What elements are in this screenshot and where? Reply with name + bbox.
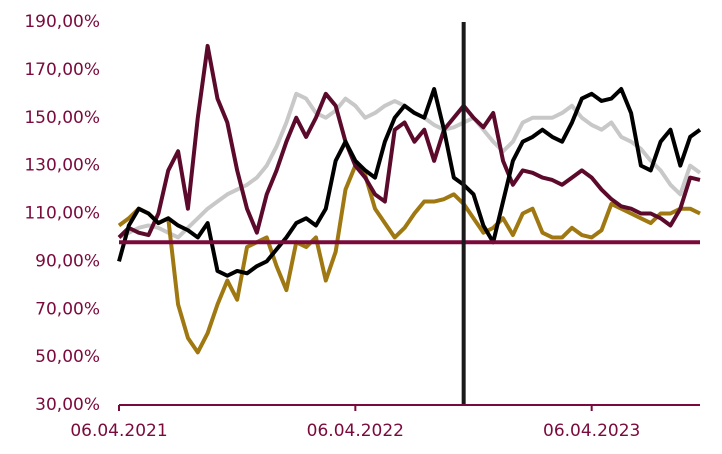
y-tick-label: 170,00% (24, 60, 100, 80)
x-tick-label: 06.04.2022 (307, 421, 404, 441)
y-tick-label: 90,00% (35, 251, 100, 271)
y-tick-label: 70,00% (35, 299, 100, 319)
y-tick-label: 130,00% (24, 156, 100, 176)
y-tick-label: 190,00% (24, 12, 100, 32)
series-line (117, 43, 701, 239)
x-tick-label: 06.04.2021 (70, 421, 167, 441)
y-tick-label: 30,00% (35, 395, 100, 415)
series-line (117, 163, 701, 355)
series-line (117, 87, 702, 278)
series-line (118, 91, 702, 240)
y-tick-label: 110,00% (24, 204, 100, 224)
x-tick-label: 06.04.2023 (543, 421, 640, 441)
y-tick-label: 150,00% (24, 108, 100, 128)
y-tick-label: 50,00% (35, 347, 100, 367)
